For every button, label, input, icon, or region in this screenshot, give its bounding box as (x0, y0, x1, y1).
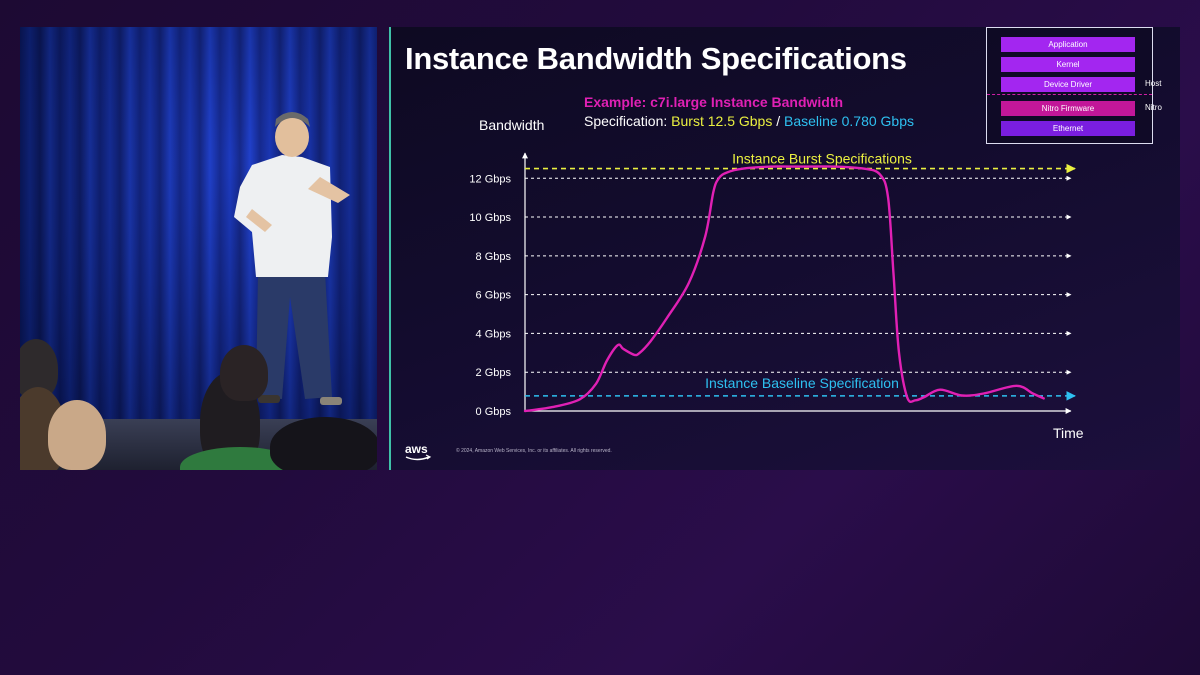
y-tick-label-0: 0 Gbps (476, 406, 512, 418)
y-tick-label-12: 12 Gbps (469, 173, 511, 185)
svg-text:aws: aws (405, 442, 428, 456)
spec-baseline: Baseline 0.780 Gbps (784, 113, 914, 129)
y-tick-label-4: 4 Gbps (476, 328, 512, 340)
bandwidth-chart: Example: c7i.large Instance Bandwidth Sp… (469, 94, 1084, 441)
speaker-video-panel (20, 27, 377, 470)
x-axis-label: Time (1053, 425, 1084, 441)
bandwidth-curve-0 (523, 165, 1045, 413)
aws-logo: aws (405, 442, 432, 461)
y-axis-label: Bandwidth (479, 117, 544, 133)
presenter-figure (234, 112, 350, 405)
y-tick-label-2: 2 Gbps (476, 367, 512, 379)
chart-spec-line: Specification: Burst 12.5 Gbps / Baselin… (584, 113, 914, 129)
network-stack-diagram: Application Kernel Device Driver Nitro Firm… (986, 27, 1162, 144)
spec-separator: / (776, 113, 784, 129)
slide-title: Instance Bandwidth Specifications (405, 41, 907, 76)
panel-divider (389, 27, 391, 470)
nitro-side-label: Nitro (1145, 103, 1162, 112)
presentation-slide: Instance Bandwidth Specifications Exampl… (391, 27, 1180, 470)
baseline-spec-label: Instance Baseline Specification (705, 375, 899, 391)
stack-layer-nitro-firmware: Nitro Firmware (1001, 101, 1135, 116)
y-tick-label-10: 10 Gbps (469, 212, 511, 224)
y-tick-label-8: 8 Gbps (476, 251, 512, 263)
host-nitro-separator (987, 94, 1152, 95)
chart-example-subtitle: Example: c7i.large Instance Bandwidth (584, 94, 843, 110)
copyright-notice: © 2024, Amazon Web Services, Inc. or its… (456, 448, 612, 454)
stack-layer-application: Application (1001, 37, 1135, 52)
y-tick-label-6: 6 Gbps (476, 290, 512, 302)
stack-layer-ethernet: Ethernet (1001, 121, 1135, 136)
host-side-label: Host (1145, 79, 1162, 88)
stack-layer-device-driver: Device Driver (1001, 77, 1135, 92)
stack-layer-kernel: Kernel (1001, 57, 1135, 72)
burst-spec-label: Instance Burst Specifications (732, 151, 912, 167)
spec-burst: Burst 12.5 Gbps (671, 113, 772, 129)
spec-prefix: Specification: (584, 113, 671, 129)
